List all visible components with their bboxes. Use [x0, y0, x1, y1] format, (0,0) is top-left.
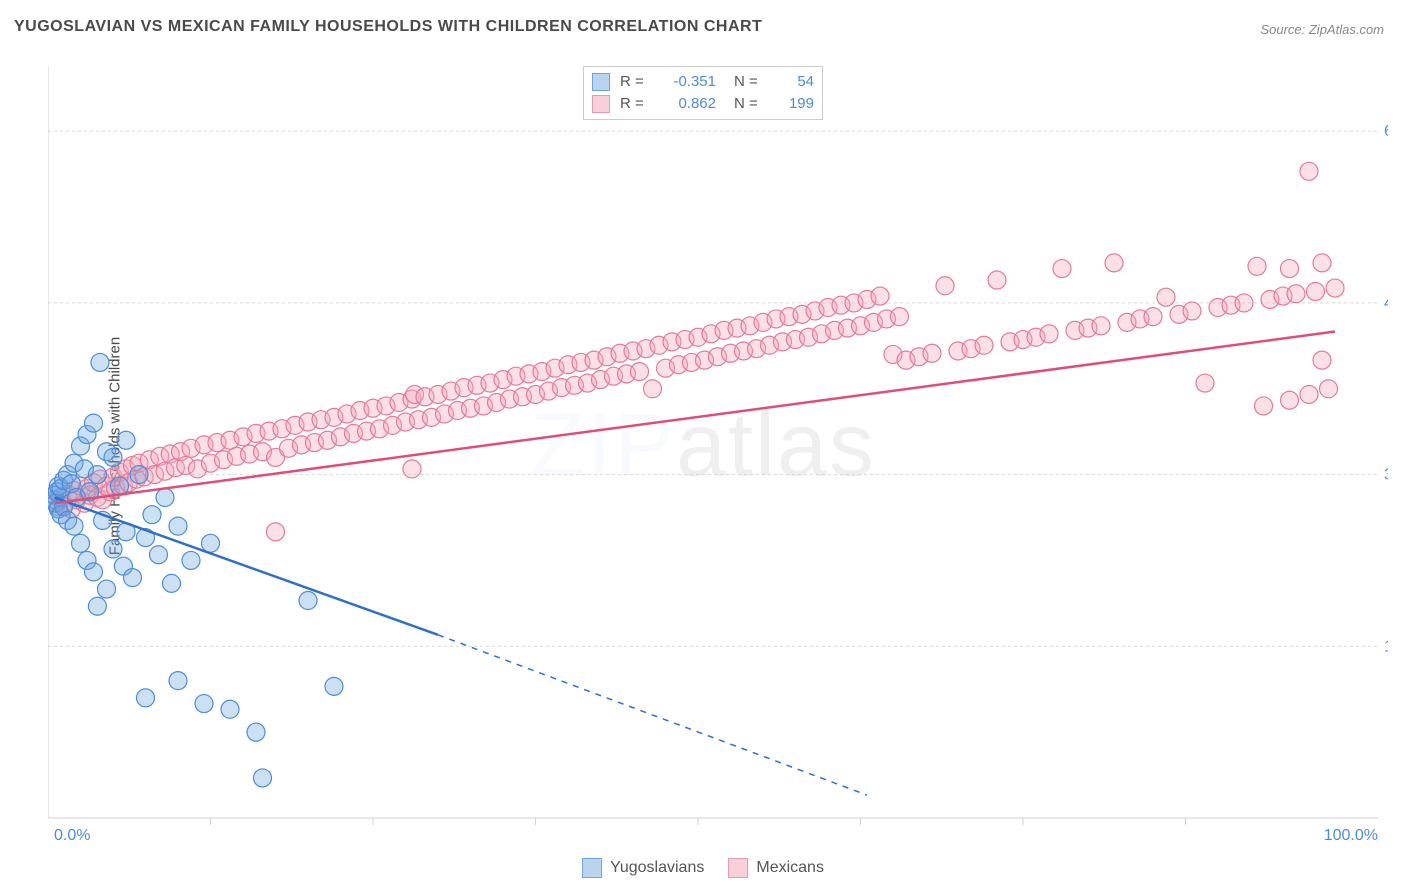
legend-swatch	[582, 858, 602, 878]
svg-text:45.0%: 45.0%	[1384, 295, 1388, 312]
legend-swatch	[728, 858, 748, 878]
legend-swatch	[592, 95, 610, 113]
chart-title: YUGOSLAVIAN VS MEXICAN FAMILY HOUSEHOLDS…	[14, 18, 762, 36]
correlation-legend: R =-0.351N =54R =0.862N =199	[583, 66, 823, 120]
legend-row: R =0.862N =199	[592, 93, 814, 115]
svg-text:30.0%: 30.0%	[1384, 467, 1388, 484]
scatter-chart: 15.0% 30.0% 45.0% 60.0% 0.0% 100.0%	[48, 62, 1388, 842]
legend-item: Yugoslavians	[582, 858, 704, 878]
source-label: Source: ZipAtlas.com	[1260, 22, 1384, 37]
chart-plot: 15.0% 30.0% 45.0% 60.0% 0.0% 100.0%	[48, 62, 1388, 842]
legend-swatch	[592, 73, 610, 91]
svg-text:60.0%: 60.0%	[1384, 123, 1388, 140]
legend-row: R =-0.351N =54	[592, 71, 814, 93]
svg-text:100.0%: 100.0%	[1324, 827, 1378, 842]
series-legend: Yugoslavians Mexicans	[582, 858, 824, 878]
legend-item: Mexicans	[728, 858, 824, 878]
svg-text:0.0%: 0.0%	[54, 827, 90, 842]
svg-text:15.0%: 15.0%	[1384, 638, 1388, 655]
